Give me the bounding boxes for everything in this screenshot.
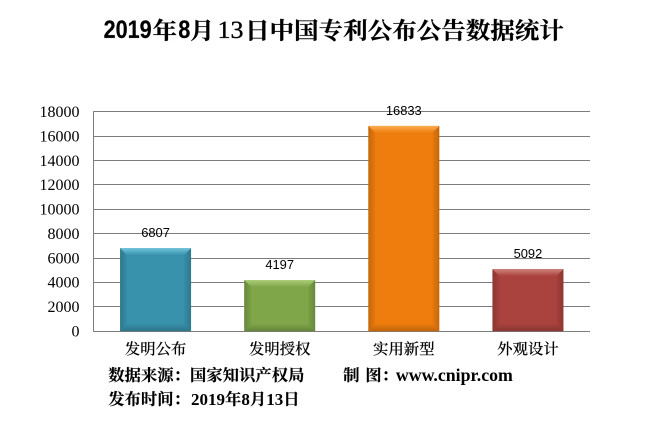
svg-text:4197: 4197: [265, 257, 294, 272]
svg-text:4000: 4000: [48, 275, 80, 292]
svg-text:www.cnipr.com: www.cnipr.com: [396, 365, 513, 385]
svg-text:14000: 14000: [40, 153, 80, 170]
svg-text:18000: 18000: [40, 104, 80, 121]
svg-text:5092: 5092: [514, 246, 543, 261]
svg-text:6807: 6807: [141, 225, 170, 240]
svg-text:10000: 10000: [40, 202, 80, 219]
svg-text:6000: 6000: [48, 250, 80, 267]
svg-text:2019: 2019: [191, 390, 225, 409]
svg-text:13: 13: [266, 390, 283, 409]
svg-text:8000: 8000: [48, 226, 80, 243]
svg-text:12000: 12000: [40, 177, 80, 194]
svg-text:8: 8: [241, 390, 250, 409]
svg-text:16833: 16833: [386, 103, 422, 118]
svg-text:16000: 16000: [40, 128, 80, 145]
svg-text:2000: 2000: [48, 299, 80, 316]
svg-text:0: 0: [72, 324, 80, 341]
